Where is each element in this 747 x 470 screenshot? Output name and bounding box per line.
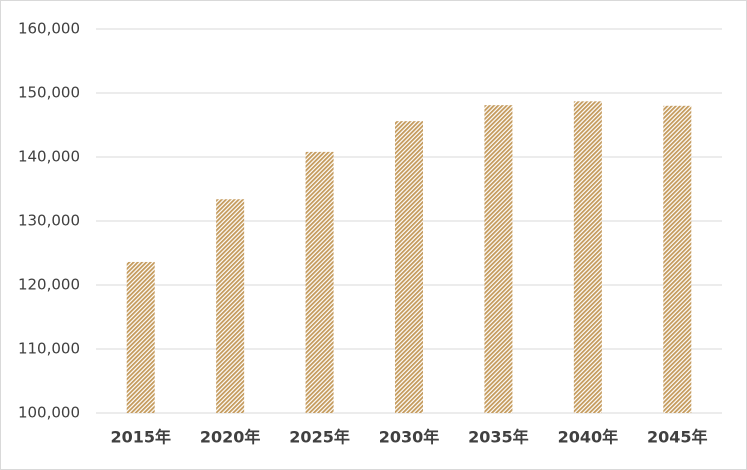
x-tick-label: 2045年: [647, 428, 708, 447]
y-tick-label: 110,000: [18, 340, 80, 358]
x-tick-label: 2035年: [468, 428, 529, 447]
bar: [395, 121, 423, 413]
bar: [126, 261, 155, 413]
x-tick-label: 2030年: [379, 428, 440, 447]
x-tick-label: 2015年: [110, 428, 171, 447]
x-tick-label: 2025年: [289, 428, 350, 447]
y-tick-label: 160,000: [18, 20, 80, 38]
y-tick-label: 150,000: [18, 84, 80, 102]
y-tick-label: 100,000: [18, 404, 80, 422]
x-tick-label: 2020年: [200, 428, 261, 447]
bar: [305, 151, 334, 413]
bar: [484, 105, 513, 413]
y-tick-label: 140,000: [18, 148, 80, 166]
y-tick-label: 120,000: [18, 276, 80, 294]
y-tick-label: 130,000: [18, 212, 80, 230]
x-tick-label: 2040年: [558, 428, 619, 447]
bar: [663, 105, 692, 414]
bar: [573, 101, 602, 413]
bar: [216, 199, 245, 413]
